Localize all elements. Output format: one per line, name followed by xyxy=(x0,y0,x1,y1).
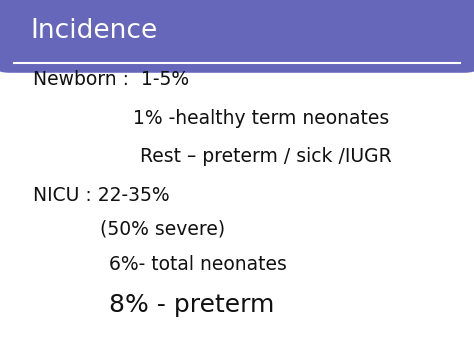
Text: 8% - preterm: 8% - preterm xyxy=(109,293,274,317)
Text: Rest – preterm / sick /IUGR: Rest – preterm / sick /IUGR xyxy=(140,147,392,166)
Text: NICU : 22-35%: NICU : 22-35% xyxy=(33,186,170,205)
Text: Newborn :  1-5%: Newborn : 1-5% xyxy=(33,70,189,89)
Text: Incidence: Incidence xyxy=(31,18,158,44)
Text: 1% -healthy term neonates: 1% -healthy term neonates xyxy=(133,109,389,129)
Text: (50% severe): (50% severe) xyxy=(100,219,225,239)
FancyBboxPatch shape xyxy=(0,0,474,73)
Text: 6%- total neonates: 6%- total neonates xyxy=(109,255,287,274)
